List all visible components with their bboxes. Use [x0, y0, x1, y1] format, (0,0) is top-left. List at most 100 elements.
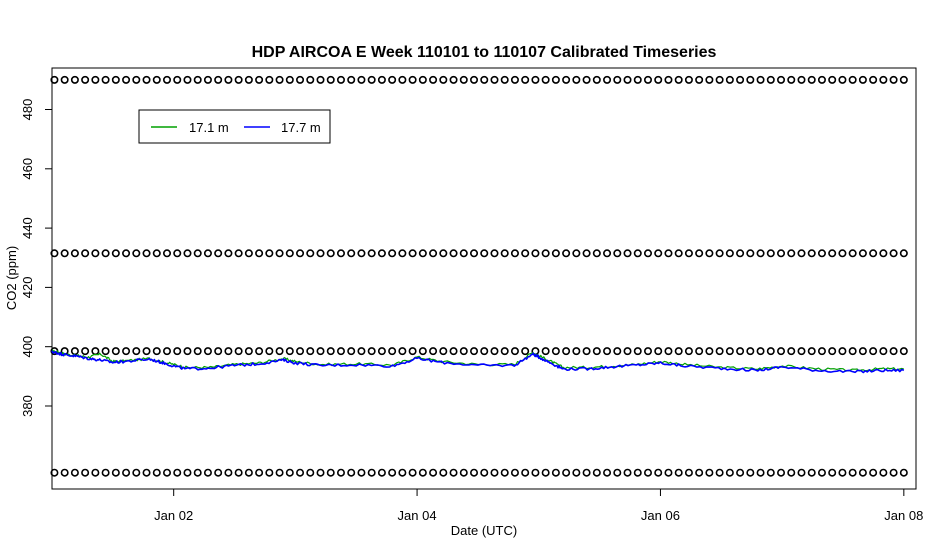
calibration-point — [449, 75, 458, 84]
calibration-point — [828, 468, 837, 477]
calibration-point — [101, 75, 110, 84]
calibration-point — [715, 468, 724, 477]
calibration-point — [664, 249, 673, 258]
calibration-point — [858, 468, 867, 477]
calibration-point — [756, 249, 765, 258]
calibration-point — [613, 249, 622, 258]
calibration-point — [152, 468, 161, 477]
calibration-point — [101, 347, 110, 356]
calibration-point — [316, 249, 325, 258]
calibration-point — [316, 347, 325, 356]
y-axis-label: CO2 (ppm) — [4, 246, 19, 310]
calibration-point — [470, 347, 479, 356]
calibration-point — [224, 468, 233, 477]
calibration-point — [746, 75, 755, 84]
calibration-point — [367, 468, 376, 477]
calibration-point — [510, 249, 519, 258]
calibration-point — [510, 75, 519, 84]
x-tick-label: Jan 06 — [641, 508, 680, 523]
calibration-point — [490, 347, 499, 356]
calibration-point — [531, 75, 540, 84]
calibration-point — [715, 249, 724, 258]
calibration-point — [572, 249, 581, 258]
calibration-point — [367, 347, 376, 356]
calibration-point — [684, 468, 693, 477]
calibration-point — [101, 468, 110, 477]
calibration-point — [81, 468, 90, 477]
calibration-point — [429, 75, 438, 84]
calibration-point — [879, 468, 888, 477]
calibration-point — [152, 75, 161, 84]
calibration-point — [582, 249, 591, 258]
calibration-point — [899, 347, 908, 356]
calibration-point — [736, 468, 745, 477]
calibration-point — [643, 468, 652, 477]
calibration-point — [572, 468, 581, 477]
calibration-point — [582, 468, 591, 477]
calibration-point — [623, 249, 632, 258]
calibration-point — [603, 347, 612, 356]
calibration-point — [510, 347, 519, 356]
calibration-point — [193, 468, 202, 477]
calibration-point — [388, 249, 397, 258]
calibration-point — [214, 347, 223, 356]
calibration-point — [459, 75, 468, 84]
calibration-point — [439, 468, 448, 477]
calibration-point — [664, 75, 673, 84]
calibration-point — [858, 347, 867, 356]
calibration-point — [695, 347, 704, 356]
calibration-point — [562, 347, 571, 356]
calibration-point — [367, 75, 376, 84]
calibration-point — [91, 347, 100, 356]
calibration-point — [418, 347, 427, 356]
calibration-point — [613, 468, 622, 477]
calibration-point — [756, 75, 765, 84]
calibration-point — [377, 468, 386, 477]
calibration-point — [746, 347, 755, 356]
calibration-point — [695, 468, 704, 477]
calibration-point — [674, 347, 683, 356]
calibration-point — [613, 75, 622, 84]
calibration-point — [869, 75, 878, 84]
calibration-point — [234, 347, 243, 356]
calibration-point — [418, 75, 427, 84]
calibration-point — [111, 249, 120, 258]
calibration-point — [541, 347, 550, 356]
calibration-point — [807, 468, 816, 477]
calibration-point — [429, 347, 438, 356]
calibration-point — [439, 249, 448, 258]
calibration-point — [766, 249, 775, 258]
calibration-point — [142, 468, 151, 477]
calibration-point — [725, 249, 734, 258]
calibration-point — [848, 347, 857, 356]
calibration-point — [521, 347, 530, 356]
calibration-point — [562, 249, 571, 258]
calibration-point — [766, 75, 775, 84]
calibration-point — [255, 75, 264, 84]
calibration-point — [296, 468, 305, 477]
calibration-point — [654, 468, 663, 477]
calibration-point — [224, 347, 233, 356]
calibration-point — [183, 249, 192, 258]
calibration-point — [633, 347, 642, 356]
calibration-point — [582, 347, 591, 356]
calibration-point — [244, 75, 253, 84]
calibration-point — [152, 347, 161, 356]
legend-label: 17.1 m — [189, 120, 229, 135]
calibration-point — [265, 468, 274, 477]
calibration-point — [541, 249, 550, 258]
y-tick-label: 440 — [20, 217, 35, 239]
calibration-point — [296, 75, 305, 84]
calibration-point — [244, 249, 253, 258]
calibration-point — [275, 75, 284, 84]
calibration-point — [132, 468, 141, 477]
calibration-point — [684, 75, 693, 84]
calibration-point — [459, 468, 468, 477]
calibration-point — [828, 249, 837, 258]
calibration-point — [838, 468, 847, 477]
calibration-point — [203, 468, 212, 477]
calibration-point — [695, 249, 704, 258]
calibration-point — [60, 75, 69, 84]
calibration-point — [203, 347, 212, 356]
calibration-point — [603, 468, 612, 477]
